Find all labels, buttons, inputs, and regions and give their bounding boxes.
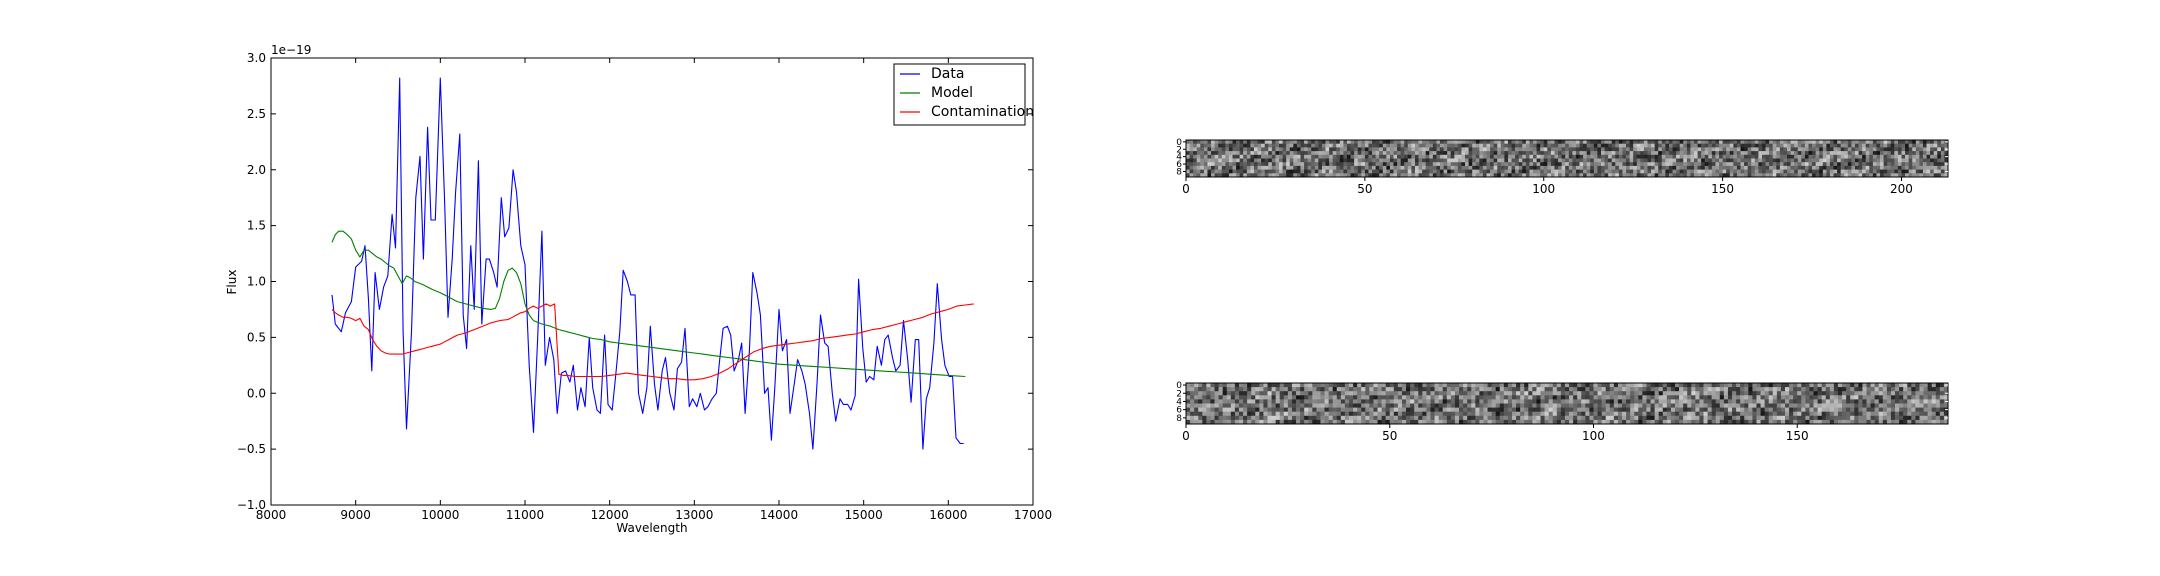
y-tick-label: −1.0 <box>237 498 266 512</box>
image-x-tick-label: 100 <box>1532 182 1555 196</box>
image-top-frame <box>1185 139 1949 178</box>
y-axis-title: Flux <box>225 270 239 295</box>
x-tick-label: 8000 <box>256 508 287 522</box>
x-axis-title: Wavelength <box>616 521 687 535</box>
image-y-tick-label: 6 <box>1176 406 1182 416</box>
image-x-tick-label: 50 <box>1382 429 1397 443</box>
series-line-model <box>331 230 966 378</box>
image-x-tick-label: 150 <box>1786 429 1809 443</box>
series-line-contamination <box>331 303 974 381</box>
y-tick-label: 1.0 <box>247 275 266 289</box>
image-bottom-x-ticks: 0 50 100 150 <box>1182 424 1809 443</box>
x-tick-label: 17000 <box>1014 508 1052 522</box>
image-top-pixels <box>1186 140 1949 178</box>
y-offset-text: 1e−19 <box>271 43 311 57</box>
x-tick-label: 14000 <box>760 508 798 522</box>
image-x-tick-label: 200 <box>1890 182 1913 196</box>
image-bottom-pixels <box>1186 383 1949 425</box>
y-tick-label: 2.0 <box>247 163 266 177</box>
image-y-tick-label: 6 <box>1176 160 1182 170</box>
image-y-tick-label: 0 <box>1176 381 1182 391</box>
image-y-tick-label: 8 <box>1176 414 1182 424</box>
y-tick-label: 1.5 <box>247 219 266 233</box>
image-x-tick-label: 150 <box>1711 182 1734 196</box>
x-tick-label: 16000 <box>929 508 967 522</box>
spectrum-chart: 8000 9000 10000 11000 12000 13000 14000 15000 16… <box>225 43 1052 535</box>
x-tick-label: 9000 <box>340 508 371 522</box>
image-y-tick-label: 2 <box>1176 389 1182 399</box>
spectrum-y-ticks: −1.0 −0.5 0.0 0.5 1.0 1.5 2.0 2.5 3.0 <box>237 51 1033 512</box>
x-tick-label: 13000 <box>675 508 713 522</box>
image-y-tick-label: 4 <box>1176 153 1182 163</box>
legend-label-contamination: Contamination <box>931 104 1034 120</box>
image-y-tick-label: 2 <box>1176 145 1182 155</box>
image-y-tick-label: 0 <box>1176 138 1182 148</box>
legend: Data Model Contamination <box>893 63 1034 126</box>
y-tick-label: −0.5 <box>237 442 266 456</box>
y-tick-label: 2.5 <box>247 107 266 121</box>
image-y-tick-label: 8 <box>1176 167 1182 177</box>
image-top-x-ticks: 0 50 100 150 200 <box>1182 177 1913 196</box>
image-y-tick-label: 4 <box>1176 397 1182 407</box>
x-tick-label: 11000 <box>506 508 544 522</box>
legend-label-model: Model <box>931 85 973 101</box>
y-tick-label: 3.0 <box>247 51 266 65</box>
image-x-tick-label: 0 <box>1182 182 1190 196</box>
series-line-data <box>331 77 964 450</box>
legend-label-data: Data <box>931 66 964 82</box>
y-tick-label: 0.5 <box>247 330 266 344</box>
x-tick-label: 10000 <box>421 508 459 522</box>
x-tick-label: 12000 <box>591 508 629 522</box>
spectrum-x-ticks: 8000 9000 10000 11000 12000 13000 14000 15000 16… <box>256 58 1052 522</box>
image-bottom-frame <box>1185 382 1949 425</box>
image-x-tick-label: 100 <box>1582 429 1605 443</box>
spectrum-series-group <box>331 77 974 450</box>
y-tick-label: 0.0 <box>247 386 266 400</box>
x-tick-label: 15000 <box>845 508 883 522</box>
image-x-tick-label: 50 <box>1357 182 1372 196</box>
image-x-tick-label: 0 <box>1182 429 1190 443</box>
